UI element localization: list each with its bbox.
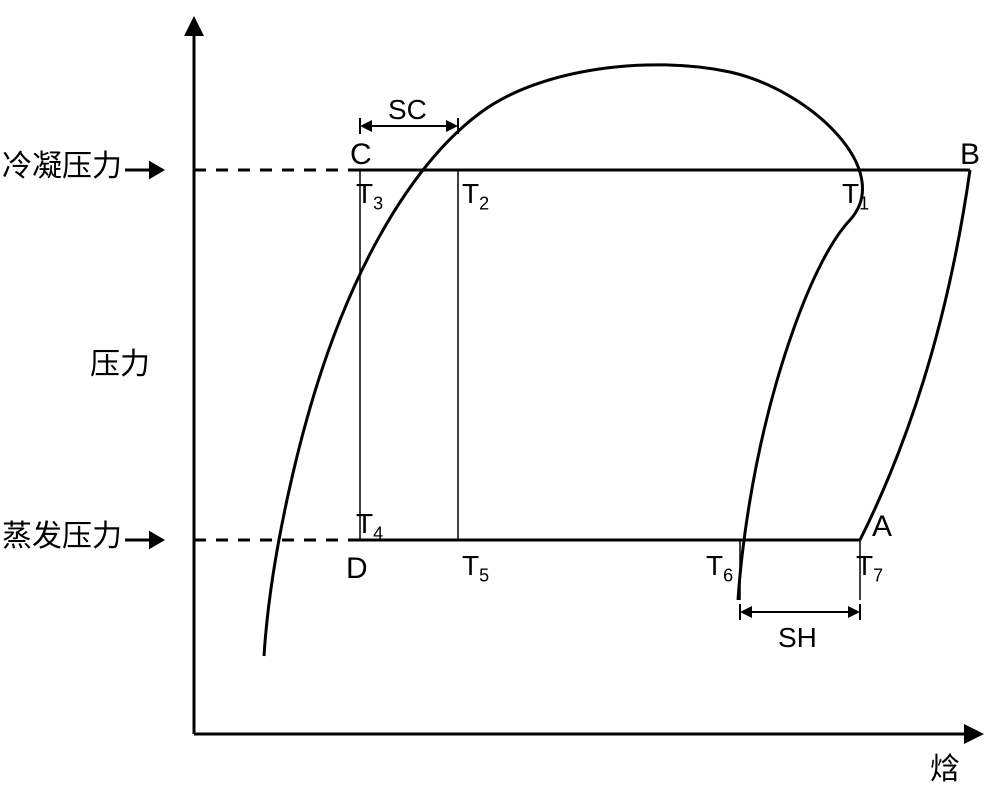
T3-label: T3	[356, 180, 383, 213]
T1-sub: 1	[859, 194, 869, 214]
T6-text: T	[706, 550, 723, 581]
evaporation-pressure-label: 蒸发压力	[2, 522, 122, 552]
T5-text: T	[462, 550, 479, 581]
point-A-label: A	[872, 512, 892, 542]
T2-label: T2	[462, 180, 489, 213]
T1-text: T	[842, 178, 859, 209]
T7-label: T7	[856, 552, 883, 585]
T3-sub: 3	[373, 194, 383, 214]
T6-sub: 6	[723, 566, 733, 586]
ph-diagram: 压力 焓 冷凝压力 蒸发压力 A B C D T1 T2 T3 T4 T5 T6…	[0, 0, 1000, 802]
T3-text: T	[356, 178, 373, 209]
T7-text: T	[856, 550, 873, 581]
diagram-svg	[0, 0, 1000, 802]
T1-label: T1	[842, 180, 869, 213]
T7-sub: 7	[873, 566, 883, 586]
point-C-label: C	[350, 140, 372, 170]
SC-label: SC	[388, 96, 427, 124]
point-D-label: D	[346, 554, 368, 584]
T5-sub: 5	[479, 566, 489, 586]
T4-label: T4	[356, 510, 383, 543]
x-axis-label: 焓	[930, 755, 960, 785]
T4-text: T	[356, 508, 373, 539]
T2-text: T	[462, 178, 479, 209]
T6-label: T6	[706, 552, 733, 585]
T5-label: T5	[462, 552, 489, 585]
y-axis-label: 压力	[90, 350, 150, 380]
SH-label: SH	[778, 624, 817, 652]
T2-sub: 2	[479, 194, 489, 214]
condensation-pressure-label: 冷凝压力	[2, 152, 122, 182]
point-B-label: B	[960, 140, 980, 170]
T4-sub: 4	[373, 524, 383, 544]
